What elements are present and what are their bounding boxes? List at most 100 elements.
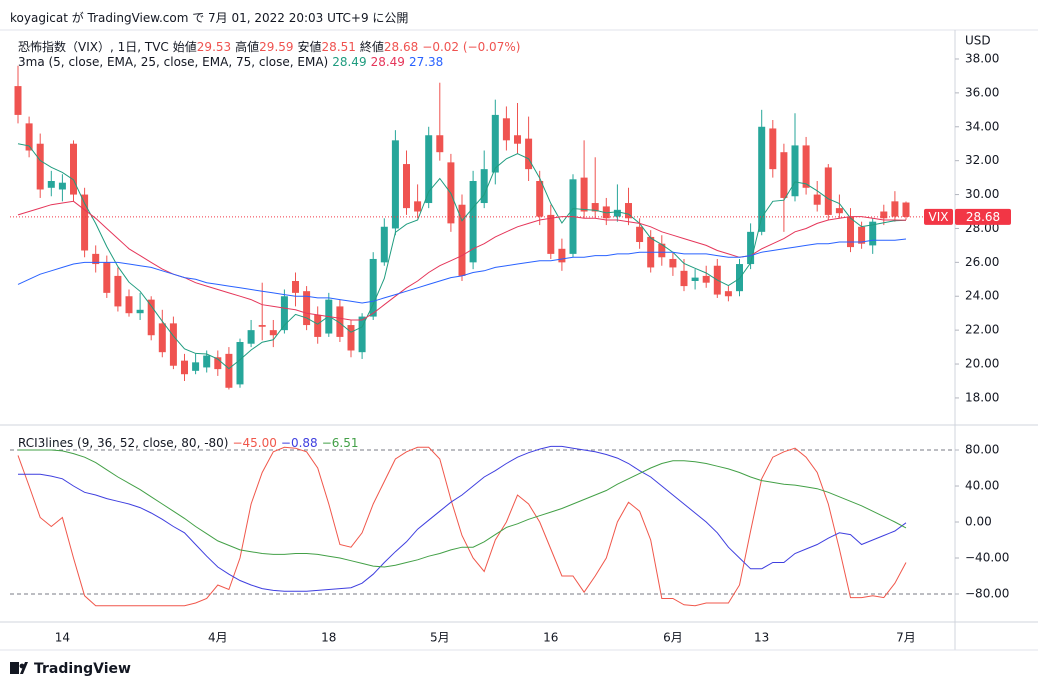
candle-body bbox=[280, 296, 288, 331]
candle-body bbox=[547, 214, 555, 254]
x-tick-label: 18 bbox=[321, 631, 336, 645]
candle-body bbox=[136, 309, 144, 314]
candle-body bbox=[391, 140, 399, 229]
candle-body bbox=[81, 194, 89, 251]
candle-body bbox=[192, 362, 200, 371]
candle-body bbox=[125, 296, 133, 314]
ma-line bbox=[17, 238, 907, 304]
price-tag-label: 28.68 bbox=[966, 210, 1000, 224]
candle-body bbox=[480, 169, 488, 204]
candle-body bbox=[769, 128, 777, 170]
y-tick-label: 38.00 bbox=[965, 51, 999, 65]
price-tag bbox=[955, 208, 1011, 225]
y-tick-label: 36.00 bbox=[965, 85, 999, 99]
x-tick-label: 4月 bbox=[208, 631, 228, 645]
y-tick-label: 30.00 bbox=[965, 187, 999, 201]
legend-main: 恐怖指数（VIX）, 1日, TVC 始値29.53 高値29.59 安値28.51 終… bbox=[18, 38, 524, 55]
rci-line bbox=[18, 445, 907, 592]
candle-body bbox=[336, 306, 344, 337]
ma-last-value: 27.38 bbox=[408, 55, 444, 69]
candle-body bbox=[214, 357, 222, 370]
x-tick-label: 7月 bbox=[896, 631, 916, 645]
candle-body bbox=[869, 221, 877, 246]
candle-body bbox=[724, 291, 732, 297]
candle-body bbox=[891, 201, 899, 217]
candle-body bbox=[824, 167, 832, 215]
candle-body bbox=[358, 316, 366, 353]
ma-line bbox=[17, 143, 907, 370]
candle-body bbox=[403, 164, 410, 209]
candle-body bbox=[203, 355, 211, 368]
y-tick-label: 80.00 bbox=[965, 443, 999, 457]
y-tick-label: 26.00 bbox=[965, 255, 999, 269]
candle-body bbox=[369, 258, 377, 317]
candle-body bbox=[158, 323, 166, 353]
footer-brand: TradingView bbox=[34, 661, 131, 677]
candle-body bbox=[269, 330, 277, 336]
candle-body bbox=[258, 325, 266, 327]
candle-body bbox=[558, 248, 566, 263]
x-tick-label: 6月 bbox=[663, 631, 683, 645]
candle-body bbox=[658, 243, 666, 258]
candle-body bbox=[314, 314, 322, 337]
ohlc-label: 終値 bbox=[359, 40, 384, 54]
candle-body bbox=[425, 135, 433, 204]
rci-line bbox=[17, 446, 907, 607]
ohlc-value: 29.59 bbox=[259, 40, 294, 54]
legend-rci: RCI3lines (9, 36, 52, close, 80, -80) −45… bbox=[18, 436, 362, 450]
candle-body bbox=[669, 258, 677, 268]
tradingview-logo bbox=[10, 662, 28, 674]
candle-body bbox=[436, 135, 444, 153]
candle-body bbox=[902, 202, 910, 217]
candle-body bbox=[580, 177, 588, 212]
publish-header: koyagicat が TradingView.com で 7月 01, 202… bbox=[10, 11, 409, 25]
candle-body bbox=[636, 226, 644, 243]
candle-body bbox=[36, 143, 44, 190]
candle-body bbox=[691, 277, 699, 281]
y-tick-label: −40.00 bbox=[965, 551, 1009, 565]
y-tick-label: 34.00 bbox=[965, 119, 999, 133]
ma-last-value: 28.49 bbox=[332, 55, 367, 69]
candle-body bbox=[347, 325, 355, 351]
rci-last-value: −45.00 bbox=[232, 436, 277, 450]
y-tick-label: 18.00 bbox=[965, 390, 999, 404]
y-tick-label: 24.00 bbox=[965, 289, 999, 303]
candle-body bbox=[14, 86, 22, 115]
y-tick-label: 0.00 bbox=[965, 515, 992, 529]
y-tick-label: 40.00 bbox=[965, 479, 999, 493]
candle-body bbox=[747, 231, 755, 265]
y-tick-label: 32.00 bbox=[965, 153, 999, 167]
y-tick-label: 22.00 bbox=[965, 323, 999, 337]
candle-body bbox=[680, 270, 688, 287]
candle-body bbox=[303, 291, 311, 326]
ohlc-value: 28.68 bbox=[383, 40, 419, 54]
candle-body bbox=[25, 123, 33, 151]
rci-line bbox=[18, 449, 907, 568]
currency-label: USD bbox=[965, 34, 991, 48]
candle-body bbox=[458, 204, 466, 276]
ohlc-value: 28.51 bbox=[321, 40, 356, 54]
x-tick-label: 13 bbox=[754, 631, 769, 645]
candle-body bbox=[702, 275, 710, 283]
candle-body bbox=[835, 208, 843, 214]
x-tick-label: 16 bbox=[543, 631, 558, 645]
candle-body bbox=[502, 118, 510, 141]
x-tick-label: 14 bbox=[55, 631, 70, 645]
candle-body bbox=[147, 299, 155, 336]
rci-last-value: −6.51 bbox=[321, 436, 359, 450]
candle-body bbox=[758, 126, 766, 232]
candle-body bbox=[613, 209, 621, 217]
candle-body bbox=[247, 330, 255, 344]
symbol-title: 恐怖指数（VIX）, 1日, TVC bbox=[18, 40, 169, 54]
candle-body bbox=[780, 152, 788, 198]
candle-body bbox=[380, 226, 388, 263]
candle-body bbox=[47, 181, 55, 188]
candle-body bbox=[491, 114, 499, 173]
indicator-title: RCI3lines (9, 36, 52, close, 80, -80) bbox=[18, 436, 229, 450]
candle-body bbox=[602, 206, 610, 219]
legend-ma: 3ma (5, close, EMA, 25, close, EMA, 75, … bbox=[18, 55, 447, 69]
candle-body bbox=[813, 194, 821, 205]
candle-body bbox=[103, 262, 111, 293]
candle-body bbox=[58, 182, 66, 190]
candle-body bbox=[591, 203, 599, 212]
